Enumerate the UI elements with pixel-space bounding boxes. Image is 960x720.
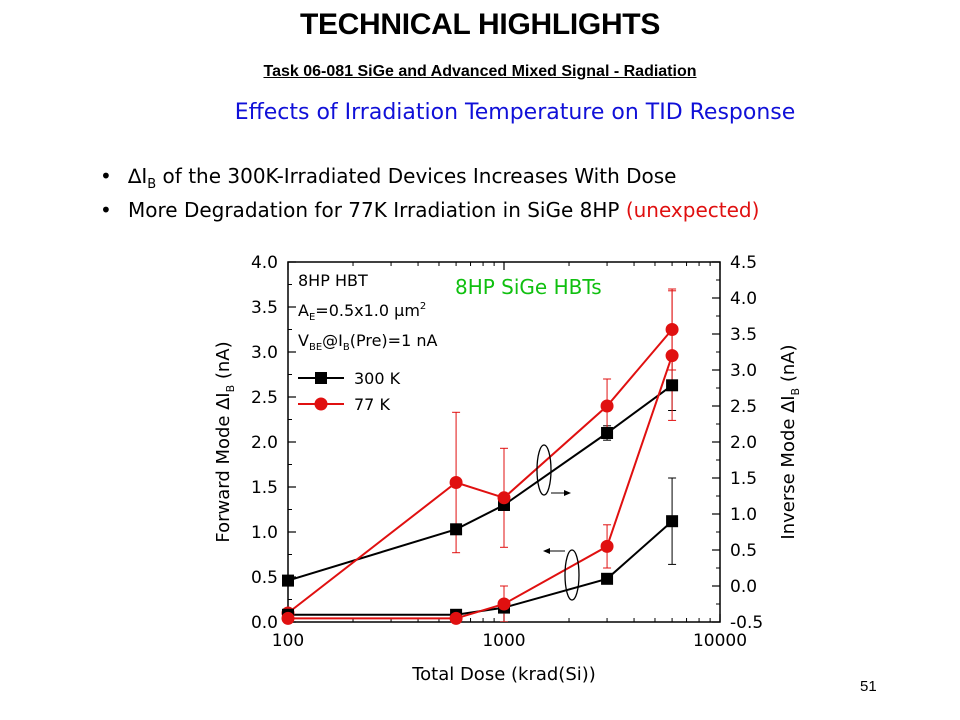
bullet-2-text: More Degradation for 77K Irradiation in … — [128, 198, 626, 222]
y-left-tick-label: 2.5 — [251, 388, 278, 408]
bullet-dot-icon: • — [100, 198, 112, 222]
data-point-300k-left — [450, 523, 463, 536]
bullet-2-highlight: (unexpected) — [625, 198, 760, 222]
y-right-tick-label: 0.0 — [730, 577, 757, 597]
y-axis-label-right: Inverse Mode ∆IB (nA) — [778, 344, 802, 539]
y-left-tick-label: 3.5 — [251, 298, 278, 318]
page-number: 51 — [860, 678, 877, 695]
bullet-item-2: • More Degradation for 77K Irradiation in… — [100, 198, 759, 222]
y-right-tick-label: 3.0 — [730, 361, 757, 381]
legend-label-300k: 300 K — [354, 369, 401, 388]
task-subtitle: Task 06-081 SiGe and Advanced Mixed Sign… — [263, 63, 697, 80]
data-point-300k-left — [601, 427, 614, 439]
bullet-dot-icon: • — [100, 164, 112, 188]
data-point-77k-left — [449, 476, 463, 489]
y-left-tick-label: 3.0 — [251, 343, 278, 363]
ellipse-forward-mode — [536, 444, 552, 496]
axis-indicator-forward — [536, 444, 571, 496]
y-left-tick-label: 1.0 — [251, 523, 278, 543]
y-left-tick-label: 4.0 — [251, 253, 278, 273]
data-point-300k-left — [666, 379, 679, 392]
series-line-300k-left — [288, 384, 673, 582]
annotation-line-1: 8HP HBT — [298, 271, 368, 290]
slide-heading: Effects of Irradiation Temperature on TI… — [234, 100, 796, 125]
chart-title: 8HP SiGe HBTs — [455, 275, 602, 299]
y-axis-label-left: Forward Mode ∆IB (nA) — [213, 341, 237, 542]
chart-legend: 300 K 77 K — [298, 369, 401, 414]
device-annotation: 8HP HBT AE=0.5x1.0 µm2 VBE@IB(Pre)=1 nA — [298, 271, 437, 353]
x-tick-label: 10000 — [693, 631, 747, 651]
legend-marker-77k — [314, 397, 328, 411]
page-title: TECHNICAL HIGHLIGHTS — [299, 8, 661, 41]
y-left-tick-label: 2.0 — [251, 433, 278, 453]
data-point-77k-left — [600, 399, 614, 413]
y-right-tick-label: 1.0 — [730, 505, 757, 525]
data-point-77k-right — [281, 611, 295, 625]
data-point-77k-right — [497, 597, 511, 611]
series-line-77k-left — [288, 328, 673, 614]
y-right-tick-label: -0.5 — [730, 613, 763, 633]
data-point-77k-left — [497, 491, 511, 505]
bullet-1-sub: B — [147, 177, 157, 192]
data-point-77k-right — [449, 611, 463, 625]
annotation-line-3: VBE@IB(Pre)=1 nA — [298, 331, 437, 353]
legend-marker-300k — [315, 372, 327, 384]
data-point-300k-right — [601, 572, 614, 585]
y-right-tick-label: 2.0 — [730, 433, 757, 453]
annotation-line-2: AE=0.5x1.0 µm2 — [298, 301, 426, 323]
data-point-300k-right — [666, 515, 679, 528]
data-point-77k-left — [665, 323, 679, 336]
bullet-1-pre: ∆I — [128, 164, 148, 188]
y-left-tick-label: 1.5 — [251, 478, 278, 498]
x-tick-label: 100 — [272, 631, 304, 651]
y-right-tick-label: 4.0 — [730, 289, 757, 309]
y-right-tick-label: 2.5 — [730, 397, 757, 417]
axis-indicator-inverse — [543, 548, 580, 601]
x-axis-label: Total Dose (krad(Si)) — [411, 664, 596, 685]
y-right-tick-label: 1.5 — [730, 469, 757, 489]
bullet-item-1: • ∆IB of the 300K-Irradiated Devices Incr… — [100, 164, 676, 192]
arrowhead-left-icon — [543, 548, 550, 554]
data-point-77k-right — [600, 539, 614, 553]
arrowhead-right-icon — [564, 490, 571, 496]
y-left-tick-label: 0.5 — [251, 568, 278, 588]
legend-label-77k: 77 K — [354, 395, 390, 414]
data-point-300k-left — [282, 574, 294, 587]
y-right-tick-label: 4.5 — [730, 253, 757, 273]
data-point-77k-right — [665, 349, 679, 363]
y-right-tick-label: 0.5 — [730, 541, 757, 561]
ellipse-inverse-mode — [564, 549, 580, 601]
x-tick-label: 1000 — [482, 631, 525, 651]
y-right-tick-label: 3.5 — [730, 325, 757, 345]
bullet-1-text: of the 300K-Irradiated Devices Increases… — [156, 164, 677, 188]
y-left-tick-label: 0.0 — [251, 613, 278, 633]
series-line-77k-right — [288, 355, 674, 620]
